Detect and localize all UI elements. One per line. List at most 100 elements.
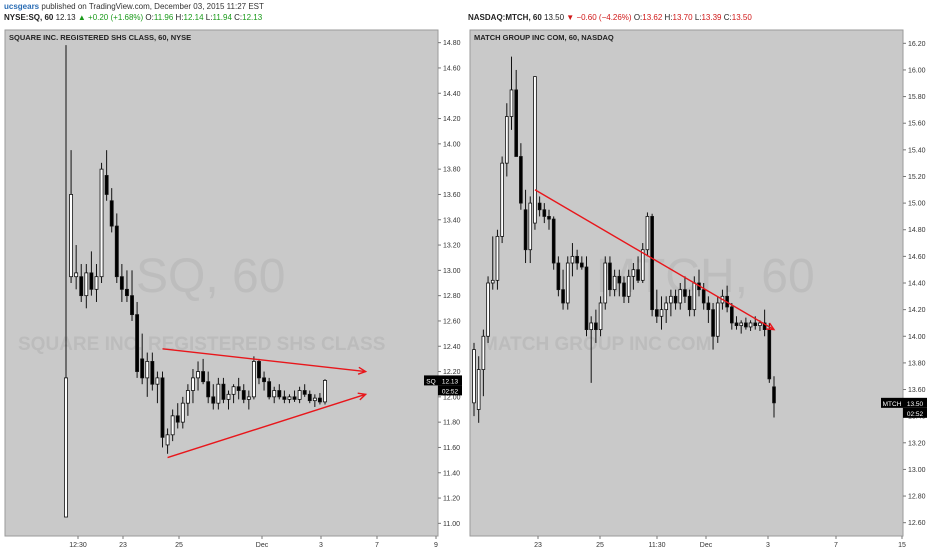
candle-body [64, 377, 68, 518]
trendline-arrowhead [765, 322, 776, 331]
chart-panel-sq[interactable]: SQUARE INC. REGISTERED SHS CLASS, 60, NY… [0, 24, 466, 550]
candle-body [528, 202, 533, 251]
candle-body [140, 358, 145, 379]
price-axis-label: 12.60 [908, 520, 926, 527]
candle-body [744, 322, 748, 328]
candle-body [292, 396, 297, 400]
candle-body [734, 322, 739, 327]
price-axis-label: 13.20 [443, 243, 461, 250]
symbol-tag-label: MTCH [883, 401, 902, 408]
candle-body [664, 302, 668, 311]
candle-body [561, 289, 565, 304]
trendline[interactable] [534, 189, 775, 331]
candle-body [772, 386, 776, 404]
price-axis-label: 16.00 [908, 67, 926, 74]
candle-body [626, 275, 631, 297]
up-arrow-icon: ▲ [77, 13, 86, 22]
price-axis-label: 15.60 [908, 121, 926, 128]
plot-area [469, 29, 904, 537]
candle-body [505, 116, 509, 164]
price-axis-label: 14.00 [908, 334, 926, 341]
symbol-tag [881, 397, 903, 408]
candle-body [673, 295, 678, 304]
candle-body [185, 390, 190, 404]
candle-body [196, 371, 200, 379]
price-axis-label: 11.60 [443, 445, 460, 452]
candle-body [287, 396, 292, 400]
candle-body [170, 415, 175, 436]
time-axis-label: Dec [700, 542, 713, 549]
time-axis-label: 11:30 [649, 542, 666, 549]
candle-body [119, 276, 124, 290]
price-axis-label: 13.60 [908, 387, 926, 394]
trendline[interactable] [162, 348, 366, 373]
quote-h-label: H: [175, 13, 184, 22]
countdown-tag-label: 02:52 [907, 411, 924, 418]
quote-l-label: L: [205, 13, 213, 22]
price-axis-label: 12.80 [443, 293, 461, 300]
candle-body [767, 329, 772, 380]
candle-body [267, 381, 272, 398]
price-tag [903, 397, 927, 408]
candle-body [753, 322, 758, 327]
candle-body [589, 322, 593, 331]
candle-body [580, 262, 584, 268]
price-axis-label: 15.20 [908, 174, 926, 181]
quote-symbol: NYSE:SQ, 60 [4, 13, 54, 22]
price-axis-label: 13.00 [908, 467, 926, 474]
candle-body [216, 383, 221, 404]
candle-body [114, 225, 119, 278]
candle-body [282, 396, 287, 400]
candle-body [683, 289, 687, 297]
candle-body [221, 383, 226, 400]
candle-body [206, 381, 211, 398]
candle-body [476, 369, 481, 410]
candle-body [211, 396, 216, 404]
candle-body [584, 266, 589, 331]
quote-o-label: O: [145, 13, 154, 22]
candle-body [730, 306, 734, 324]
price-axis-label: 15.40 [908, 147, 926, 154]
price-axis-label: 16.20 [908, 41, 926, 48]
quote-close: 13.50 [731, 13, 752, 22]
price-axis-label: 12.00 [443, 394, 461, 401]
quote-o-label: O: [633, 13, 643, 22]
candle-body [514, 89, 518, 157]
watermark-description: SQUARE INC. REGISTERED SHS CLASS [18, 334, 385, 355]
candle-body [687, 295, 692, 311]
candle-body [226, 393, 231, 400]
price-tag-label: 13.50 [907, 401, 924, 408]
candle-body [481, 335, 486, 370]
price-axis-label: 13.80 [908, 360, 926, 367]
candle-body [317, 397, 322, 403]
price-axis-label: 15.80 [908, 94, 926, 101]
quote-last: 12.13 [55, 13, 76, 22]
price-axis-label: 12.20 [443, 369, 461, 376]
time-axis-label: 25 [175, 542, 183, 549]
countdown-tag [903, 407, 927, 418]
candle-body [307, 393, 312, 402]
candle-body [669, 295, 673, 304]
trendline[interactable] [167, 393, 366, 459]
price-axis-label: 14.60 [443, 65, 461, 72]
quote-low: 11.94 [212, 13, 232, 22]
quote-c-label: C: [234, 13, 243, 22]
price-axis-label: 14.40 [908, 281, 926, 288]
candle-body [150, 361, 155, 385]
time-axis-label: 25 [596, 542, 604, 549]
publish-header: ucsgears published on TradingView.com, D… [4, 2, 264, 11]
time-axis-label: 15 [898, 542, 906, 549]
candle-body [272, 390, 277, 398]
candle-body [551, 218, 556, 264]
candle-body [762, 322, 767, 331]
author-link[interactable]: ucsgears [4, 2, 40, 11]
chart-title: MATCH GROUP INC COM, 60, NASDAQ [474, 33, 614, 42]
candle-body [490, 279, 495, 284]
candle-body [650, 216, 654, 311]
candle-body [130, 295, 134, 316]
candle-body [160, 377, 165, 438]
candle-body [556, 262, 561, 291]
candle-body [297, 390, 302, 400]
price-axis-label: 13.20 [908, 440, 926, 447]
